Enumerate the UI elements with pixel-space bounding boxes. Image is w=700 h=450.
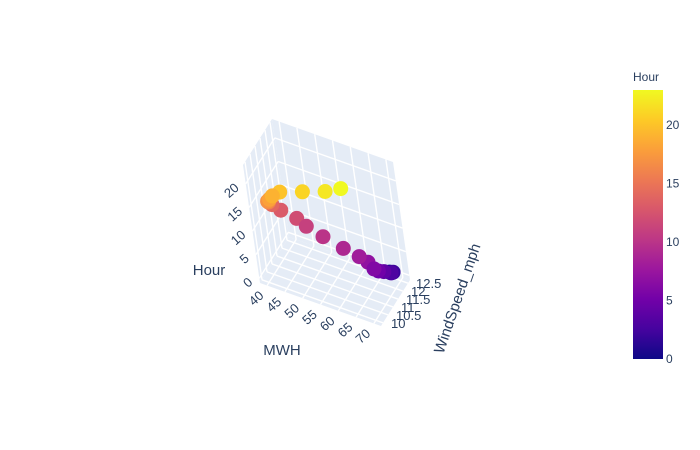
z-tick-label: 20 bbox=[221, 180, 242, 201]
data-point[interactable] bbox=[294, 184, 310, 200]
x-gridline bbox=[331, 140, 351, 259]
x-tick-label: 70 bbox=[352, 326, 373, 347]
x-tick-label: 40 bbox=[246, 288, 267, 309]
x-gridline bbox=[337, 264, 368, 312]
data-point[interactable] bbox=[317, 184, 333, 199]
x-gridline bbox=[355, 270, 386, 318]
colorbar-tick-label: 10 bbox=[666, 235, 680, 249]
y-tick-label: 10.5 bbox=[396, 308, 421, 323]
x-gridline bbox=[302, 251, 333, 299]
x-axis-title: MWH bbox=[263, 342, 301, 359]
y-tick-label: 10 bbox=[391, 316, 405, 331]
data-point[interactable] bbox=[298, 218, 314, 234]
y-axis-title: WindSpeed_mph bbox=[431, 241, 485, 355]
y-gridline bbox=[281, 247, 404, 292]
z-gridline bbox=[245, 137, 276, 185]
y-gridline bbox=[261, 279, 384, 324]
y-tick-label: 11 bbox=[401, 300, 415, 315]
z-tick-label: 5 bbox=[237, 251, 252, 267]
x-tick-label: 60 bbox=[317, 313, 338, 334]
x-tick-label: 65 bbox=[335, 319, 356, 340]
colorbar-ticks: 0 5 10 15 20 bbox=[666, 118, 680, 366]
data-point[interactable] bbox=[335, 240, 351, 256]
colorbar: Hour 0 5 10 15 20 bbox=[633, 70, 680, 366]
colorbar-tick-label: 15 bbox=[666, 177, 680, 191]
z-gridline bbox=[284, 208, 407, 253]
z-gridline bbox=[274, 137, 396, 182]
x-gridline bbox=[349, 146, 368, 265]
colorbar-title: Hour bbox=[633, 70, 659, 84]
z-tick-label: 10 bbox=[228, 227, 249, 248]
y-gridline bbox=[271, 263, 394, 308]
z-axis-title: Hour bbox=[193, 262, 226, 279]
x-tick-label: 55 bbox=[299, 307, 320, 328]
x-gridline bbox=[373, 277, 404, 324]
colorbar-gradient bbox=[633, 90, 663, 359]
data-point[interactable] bbox=[351, 249, 367, 265]
z-tick-label: 0 bbox=[240, 274, 255, 290]
x-gridline bbox=[385, 159, 404, 278]
x-gridline bbox=[266, 239, 297, 286]
z-tick-label: 15 bbox=[224, 204, 245, 225]
data-point[interactable] bbox=[264, 188, 280, 204]
y-tick-label: 12.5 bbox=[416, 276, 441, 291]
x-gridline bbox=[284, 245, 315, 293]
y-gridline bbox=[266, 271, 389, 316]
data-points bbox=[260, 181, 401, 281]
data-point[interactable] bbox=[315, 229, 331, 245]
y-tick-label: 11.5 bbox=[406, 292, 430, 307]
data-point[interactable] bbox=[366, 261, 382, 277]
x-tick-label: 45 bbox=[264, 294, 285, 315]
data-point[interactable] bbox=[333, 181, 349, 197]
colorbar-tick-label: 5 bbox=[666, 294, 673, 308]
x-tick-label: 50 bbox=[281, 300, 302, 321]
x-gridline bbox=[319, 258, 351, 305]
x-gridline bbox=[367, 153, 386, 272]
y-tick-label: 12 bbox=[411, 284, 425, 299]
y-gridline bbox=[276, 255, 399, 300]
colorbar-tick-label: 0 bbox=[666, 352, 673, 366]
colorbar-tick-label: 20 bbox=[666, 118, 680, 132]
z-gridline bbox=[248, 161, 279, 208]
z-gridline bbox=[258, 231, 289, 279]
